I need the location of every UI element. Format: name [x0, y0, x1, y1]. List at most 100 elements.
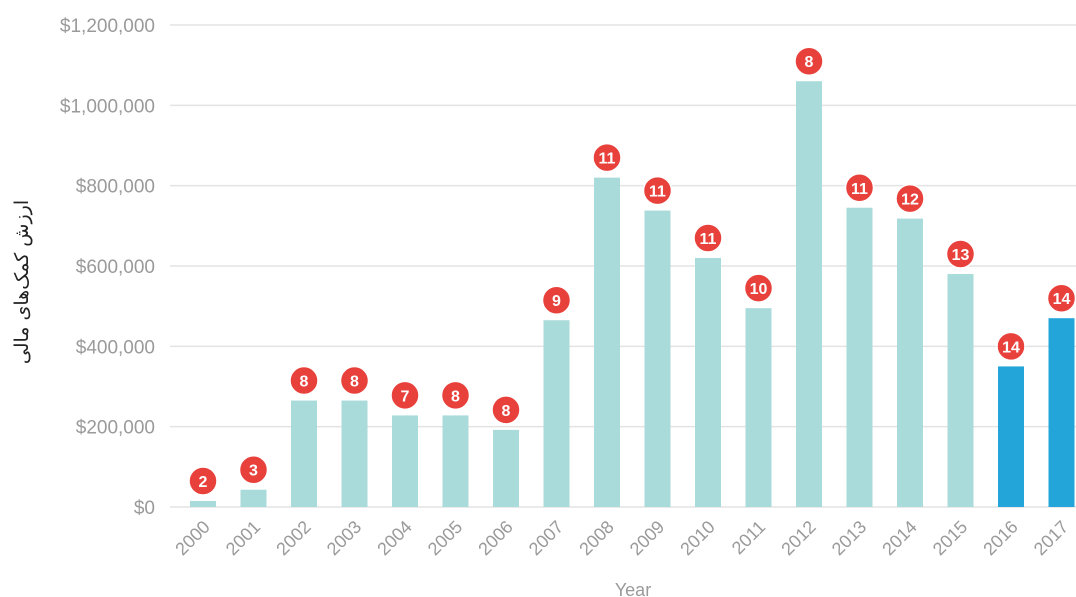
- bar-2002: [291, 400, 317, 507]
- x-tick-label: 2016: [979, 517, 1021, 559]
- count-badge-2006: 8: [491, 395, 521, 425]
- bar-2015: [947, 274, 974, 507]
- bar-2014: [897, 218, 923, 507]
- badge-circle: [339, 365, 370, 396]
- bar-2008: [594, 177, 620, 507]
- y-tick-label: $0: [134, 498, 155, 519]
- count-badge-2011: 10: [743, 273, 774, 303]
- bar-2010: [695, 257, 721, 507]
- badge-label: 14: [1053, 291, 1071, 308]
- y-tick-label: $400,000: [76, 337, 155, 358]
- badge-circle: [440, 380, 471, 411]
- x-tick-label: 2006: [474, 517, 516, 559]
- bar-2005: [442, 415, 469, 507]
- count-badges: 2 3 8 8 7 8 8 9 11 11 11 10 8 11 12 13 14 14: [188, 46, 1076, 496]
- bar-2011: [745, 308, 772, 507]
- bars: [190, 81, 1075, 507]
- y-axis-label: ارزش کمک‌های مالی: [11, 200, 33, 364]
- badge-label: 11: [851, 181, 868, 198]
- badge-circle: [844, 173, 875, 203]
- count-badge-2013: 11: [844, 173, 875, 203]
- y-axis-ticks: $0 $200,000 $400,000 $600,000 $800,000 $1,000…: [60, 16, 155, 519]
- x-axis-ticks: 2000 2001 2002 2003 2004 2005 2006 2007 2008 2009…: [171, 517, 1072, 559]
- count-badge-2017: 14: [1046, 283, 1076, 313]
- x-tick-label: 2013: [828, 517, 870, 559]
- badge-label: 10: [750, 281, 768, 298]
- x-tick-label: 2015: [929, 517, 971, 559]
- badge-circle: [642, 175, 673, 206]
- y-tick-label: $200,000: [76, 418, 155, 439]
- badge-circle: [895, 183, 925, 214]
- badge-label: 8: [300, 374, 309, 391]
- x-tick-label: 2014: [878, 517, 920, 559]
- bar-2013: [846, 207, 873, 507]
- badge-label: 11: [599, 151, 616, 168]
- count-badge-2001: 3: [238, 454, 269, 485]
- bar-2017: [1048, 318, 1075, 507]
- badge-circle: [188, 466, 218, 496]
- badge-circle: [541, 285, 572, 315]
- count-badge-2015: 13: [945, 239, 976, 269]
- count-badge-2010: 11: [693, 223, 723, 253]
- y-tick-label: $1,200,000: [60, 16, 155, 37]
- count-badge-2000: 2: [188, 466, 218, 496]
- bar-2003: [341, 400, 368, 507]
- badge-label: 8: [502, 403, 511, 420]
- bar-2006: [493, 429, 519, 507]
- bar-2004: [392, 415, 418, 507]
- grid-lines: [170, 24, 1076, 508]
- badge-circle: [743, 273, 774, 303]
- bar-2007: [543, 320, 570, 507]
- badge-circle: [592, 142, 622, 173]
- badge-label: 2: [199, 474, 208, 491]
- x-tick-label: 2012: [777, 517, 819, 559]
- x-tick-label: 2005: [424, 517, 466, 559]
- bar-2000: [190, 500, 216, 507]
- badge-label: 9: [552, 293, 561, 310]
- bar-2009: [644, 210, 671, 507]
- x-tick-label: 2001: [222, 517, 264, 559]
- count-badge-2005: 8: [440, 380, 471, 411]
- x-tick-label: 2009: [626, 517, 668, 559]
- badge-label: 8: [805, 54, 814, 71]
- count-badge-2012: 8: [794, 46, 824, 76]
- count-badge-2002: 8: [289, 365, 319, 396]
- bar-2001: [240, 489, 267, 507]
- badge-label: 11: [700, 231, 717, 248]
- badge-label: 13: [952, 247, 970, 264]
- badge-label: 8: [451, 388, 460, 405]
- badge-label: 3: [249, 463, 258, 480]
- bar-2012: [796, 81, 822, 507]
- bar-2016: [998, 366, 1024, 507]
- badge-circle: [693, 223, 723, 253]
- badge-label: 11: [649, 184, 666, 201]
- badge-circle: [289, 365, 319, 396]
- count-badge-2003: 8: [339, 365, 370, 396]
- badge-circle: [491, 395, 521, 425]
- x-tick-label: 2008: [575, 517, 617, 559]
- y-tick-label: $600,000: [76, 257, 155, 278]
- badge-circle: [945, 239, 976, 269]
- x-tick-label: 2017: [1030, 517, 1072, 559]
- badge-circle: [390, 380, 420, 411]
- x-axis-label: Year: [615, 580, 651, 597]
- count-badge-2009: 11: [642, 175, 673, 206]
- badge-label: 12: [901, 192, 919, 209]
- y-tick-label: $1,000,000: [60, 96, 155, 117]
- x-tick-label: 2010: [676, 517, 718, 559]
- badge-circle: [238, 454, 269, 485]
- count-badge-2014: 12: [895, 183, 925, 214]
- x-tick-label: 2011: [728, 517, 770, 559]
- x-tick-label: 2003: [323, 517, 365, 559]
- count-badge-2008: 11: [592, 142, 622, 173]
- count-badge-2016: 14: [996, 331, 1026, 362]
- x-tick-label: 2004: [373, 517, 415, 559]
- count-badge-2007: 9: [541, 285, 572, 315]
- badge-label: 8: [350, 374, 359, 391]
- badge-circle: [996, 331, 1026, 362]
- x-tick-label: 2007: [525, 517, 567, 559]
- count-badge-2004: 7: [390, 380, 420, 411]
- badge-label: 14: [1002, 339, 1020, 356]
- badge-label: 7: [401, 388, 410, 405]
